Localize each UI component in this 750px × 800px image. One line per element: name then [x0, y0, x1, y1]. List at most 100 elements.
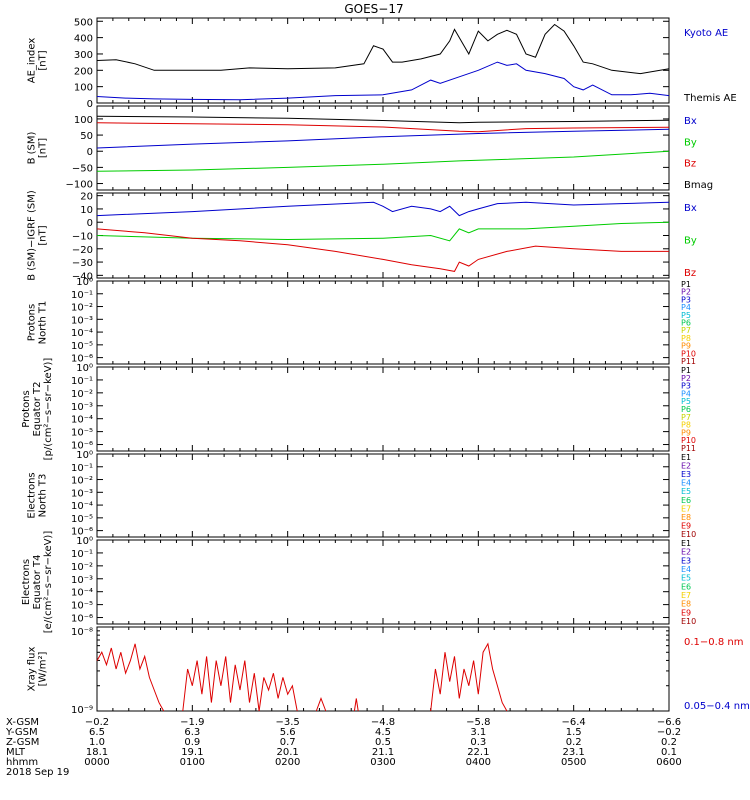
legend-entry: Bz: [684, 268, 696, 279]
y-axis-label-line: B (SM): [27, 131, 38, 164]
footer-value: −1.9: [180, 717, 204, 728]
series-0-1-0-8-nm: [182, 656, 260, 712]
legend-entry: P5: [681, 311, 691, 320]
series-by: [96, 150, 670, 172]
y-axis-label-line: Electrons: [21, 559, 32, 605]
legend-entry: P11: [681, 444, 696, 453]
y-tick-label: −50: [72, 163, 93, 174]
y-tick-label: −30: [72, 258, 93, 269]
legend-entry: P10: [681, 436, 696, 445]
y-tick-label: 10⁻⁴: [71, 415, 93, 426]
series-0-1-0-8-nm: [430, 642, 508, 712]
series-0-1-0-8-nm: [315, 696, 327, 712]
y-axis-label-line: AE_index: [27, 38, 38, 84]
legend-entry: E5: [681, 487, 691, 496]
chart-title: GOES−17: [344, 2, 403, 16]
y-tick-label: 10⁻⁴: [71, 501, 93, 512]
legend-entry: E5: [681, 574, 691, 583]
y-axis-label: B (SM)[nT]: [27, 131, 49, 164]
legend-entry: P3: [681, 382, 691, 391]
footer-value: −6.6: [657, 717, 681, 728]
legend-entry: E6: [681, 496, 691, 505]
y-tick-label: 10⁻⁵: [71, 601, 93, 612]
y-axis-label-line: [nT]: [38, 50, 49, 70]
y-tick-label: 10⁻⁴: [71, 328, 93, 339]
legend-entry: E9: [681, 608, 691, 617]
legend-entry: P4: [681, 303, 691, 312]
footer-row-label: hhmm: [6, 757, 38, 768]
legend-entry: Bz: [684, 159, 696, 170]
y-tick-label: 10⁻⁴: [71, 588, 93, 599]
panel-ee: 10⁰ 10⁻¹ 10⁻² 10⁻³ 10⁻⁴ 10⁻⁵ 10⁻⁶ ElectronsEqua…: [21, 531, 696, 634]
legend-entry: P9: [681, 342, 691, 351]
footer-value: 0300: [370, 757, 395, 768]
y-tick-label: 10⁻³: [71, 488, 93, 499]
y-axis-label-line: [e/(cm²−s−sr−keV)]: [43, 531, 54, 634]
footer-value: −4.8: [371, 717, 395, 728]
footer-value: −3.5: [276, 717, 300, 728]
y-tick-label: −100: [66, 180, 93, 191]
y-axis-label-line: North T1: [38, 301, 49, 345]
footer-value: −5.8: [466, 717, 490, 728]
legend-entry: E1: [681, 453, 691, 462]
y-axis-label-line: Protons: [27, 304, 38, 341]
legend-entry: E4: [681, 565, 691, 574]
y-axis-label: ProtonsNorth T1: [27, 301, 49, 345]
legend-entry: E9: [681, 521, 691, 530]
series-bx: [96, 201, 670, 217]
y-axis-label-line: [nT]: [38, 225, 49, 245]
y-tick-label: 10⁻⁶: [71, 527, 93, 538]
y-axis-label: ProtonsEquator T2[p/(cm²−s−sr−keV)]: [21, 358, 54, 461]
y-tick-label: 10⁻¹: [71, 376, 93, 387]
panel-digrf: 20 10 0 −10 −20 −30 −40 B (SM)−IGRF (SM)[nT] Bx B…: [27, 190, 697, 282]
legend-entry: P6: [681, 405, 691, 414]
panel-en: 10⁰ 10⁻¹ 10⁻²10⁻³ 10⁻⁴ 10⁻⁵ 10⁻⁶ ElectronsNort…: [27, 450, 697, 539]
y-tick-label: 100: [74, 83, 93, 94]
footer-value: 0400: [466, 757, 491, 768]
legend-entry: E2: [681, 462, 691, 471]
legend-entry: P8: [681, 334, 691, 343]
series-0-1-0-8-nm: [353, 698, 359, 712]
footer-value: 0500: [561, 757, 586, 768]
y-axis-label-line: [W/m²]: [38, 651, 49, 686]
y-tick-label: 400: [74, 34, 93, 45]
legend-entry: P11: [681, 357, 696, 366]
footer-value: 0100: [180, 757, 205, 768]
y-tick-label: 10⁻¹: [71, 463, 93, 474]
legend-entry: P7: [681, 326, 691, 335]
series-0-1-0-8-nm: [258, 673, 298, 712]
panel-frame: [96, 192, 670, 279]
y-tick-label: 10⁻⁵: [71, 428, 93, 439]
footer-value: 4.5: [375, 727, 391, 738]
legend-entry: P8: [681, 421, 691, 430]
y-axis-label: ElectronsNorth T3: [27, 472, 49, 518]
legend-entry: E7: [681, 504, 691, 513]
panel-frame: [96, 626, 670, 712]
legend-entry: Bx: [684, 116, 697, 127]
legend-entry: E10: [681, 530, 696, 539]
legend-entry: By: [684, 236, 697, 247]
y-tick-label: 200: [74, 66, 93, 77]
footer-value: 0.3: [470, 737, 486, 748]
legend-entry: E8: [681, 600, 691, 609]
y-axis-label: AE_index[nT]: [27, 38, 49, 84]
footer-value: −6.4: [562, 717, 586, 728]
footer-row-label: X-GSM: [6, 717, 39, 728]
footer-date: 2018 Sep 19: [6, 767, 69, 778]
panel-xray: 10⁻⁸ 10⁻⁹ Xray flux[W/m²] 0.1−0.8 nm 0.05−0.…: [27, 626, 750, 716]
legend-entry: E4: [681, 479, 691, 488]
legend-entry: E7: [681, 591, 691, 600]
y-tick-label: 10⁻³: [71, 575, 93, 586]
footer-value: 22.1: [467, 747, 489, 758]
footer-value: 0.9: [184, 737, 200, 748]
footer-value: 6.5: [89, 727, 105, 738]
legend-entry: Themis AE: [683, 93, 737, 104]
y-tick-label: 10⁻²: [71, 303, 93, 314]
legend-entry: P6: [681, 319, 691, 328]
y-tick-label: 0: [87, 218, 93, 229]
legend-entry: 0.05−0.4 nm: [684, 701, 750, 712]
y-tick-label: 10⁰: [76, 363, 93, 374]
y-tick-label: 10⁻⁸: [71, 627, 93, 638]
footer-row-label: Y-GSM: [5, 727, 38, 738]
footer-value: 19.1: [181, 747, 203, 758]
